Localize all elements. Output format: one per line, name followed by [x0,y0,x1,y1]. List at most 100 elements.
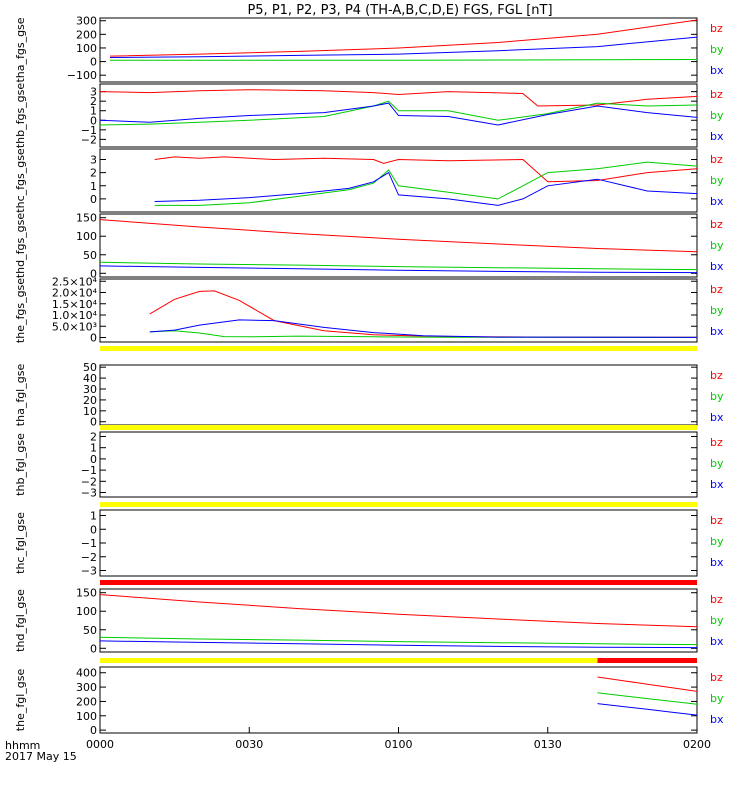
series-bx-line [154,171,698,206]
legend-bx: bx [710,64,724,77]
y-tick-label: 10 [83,405,97,418]
y-tick-label: 300 [76,15,97,28]
y-tick-label: −1 [81,464,97,477]
status-bars [100,346,697,663]
legend-bx: bx [710,635,724,648]
footer-hhmm: hhmm [5,739,40,752]
series-by-line [154,161,698,206]
series-bx-line [99,102,698,126]
y-tick-label: 0 [90,453,97,466]
series-bz-line [109,19,698,57]
y-tick-label: 2.5×10⁴ [52,275,98,288]
legend-by: by [710,692,724,705]
legend-bz: bz [710,218,723,231]
series-bz-line [99,89,698,107]
series-bx-line [597,703,698,716]
y-tick-label: 40 [83,372,97,385]
x-tick-label: 0130 [534,738,562,751]
y-axis-label: thc_fgs_gse [14,148,27,213]
y-tick-label: 0 [90,267,97,280]
legend-bz: bz [710,514,723,527]
y-axis-label: thb_fgl_gse [14,433,27,496]
series-bz-line [149,290,698,338]
panel-frame [99,17,698,83]
status-bar-yellow [100,502,697,507]
y-tick-label: −1 [81,124,97,137]
y-axis-label: thc_fgl_gse [14,512,27,574]
panel-frame [99,148,698,213]
y-tick-label: 3 [90,86,97,99]
y-tick-label: 0 [90,642,97,655]
panel-frame [99,666,698,734]
series-by-line [597,692,698,705]
series-bz-line [597,676,698,692]
footer-date: 2017 May 15 [5,750,77,763]
y-axis-label: thd_fgl_gse [14,589,27,652]
status-bar-red [597,658,697,663]
series-by-line [110,59,698,61]
y-tick-label: 5.0×10³ [52,320,97,333]
y-tick-label: 100 [76,605,97,618]
legend-by: by [710,390,724,403]
panel-frame [99,588,698,653]
y-tick-label: 50 [83,361,97,374]
legend-by: by [710,43,724,56]
y-axis-label: the_fgs_gse [14,278,27,343]
y-tick-label: 3 [90,154,97,167]
y-axis-label: the_fgl_gse [14,669,27,732]
panel-frame [99,278,698,343]
y-tick-label: 100 [76,230,97,243]
y-tick-label: 0 [90,523,97,536]
panel-7: 10−1−2−3 thc_fgl_gse bz by bx [14,509,724,578]
x-tick-label: 0100 [385,738,413,751]
y-tick-label: 100 [76,710,97,723]
x-tick-label: 0200 [683,738,711,751]
series-bx-line [99,640,698,649]
x-tick-label: 0030 [235,738,263,751]
y-tick-label: −3 [81,487,97,500]
series-by-line [99,636,698,646]
y-tick-label: 1 [90,180,97,193]
panel-8: 150 100 50 0 thd_fgl_gse bz by bx [14,587,724,656]
y-tick-label: −1 [81,537,97,550]
legend-by: by [710,614,724,627]
y-tick-label: 1.5×10⁴ [52,298,98,311]
y-tick-label: 30 [83,383,97,396]
panel-6: 210−1−2−3 thb_fgl_gse bz by bx [14,430,724,499]
legend-bx: bx [710,411,724,424]
legend-bx: bx [710,195,724,208]
y-tick-label: 2 [90,430,97,443]
y-tick-label: −2 [81,551,97,564]
status-bar-red [100,580,697,585]
panel-3: 150 100 50 0 thd_fgs_gse bz by bx [14,212,724,281]
y-tick-label: 0 [90,56,97,69]
y-axis-label: tha_fgl_gse [14,364,27,427]
legend-bz: bz [710,88,723,101]
x-tick-label: 0000 [86,738,114,751]
y-tick-label: 150 [76,212,97,225]
status-bar-yellow [100,658,598,663]
legend-bz: bz [710,671,723,684]
y-tick-label: 200 [76,695,97,708]
y-tick-label: −3 [81,565,97,578]
y-tick-label: 400 [76,667,97,680]
status-bar-yellow [100,346,697,351]
y-tick-label: 1.0×10⁴ [52,309,98,322]
legend-by: by [710,239,724,252]
panel-frame [99,213,698,278]
legend-bx: bx [710,556,724,569]
y-tick-label: −2 [81,133,97,146]
y-tick-label: 200 [76,28,97,41]
y-tick-label: 50 [83,249,97,262]
y-tick-label: 1 [90,442,97,455]
y-tick-label: 20 [83,394,97,407]
legend-by: by [710,457,724,470]
legend-bx: bx [710,713,724,726]
panel-frame [99,509,698,577]
y-tick-label: 300 [76,681,97,694]
y-axis-label: thd_fgs_gse [14,213,27,279]
y-tick-label: 2.0×10⁴ [52,287,98,300]
